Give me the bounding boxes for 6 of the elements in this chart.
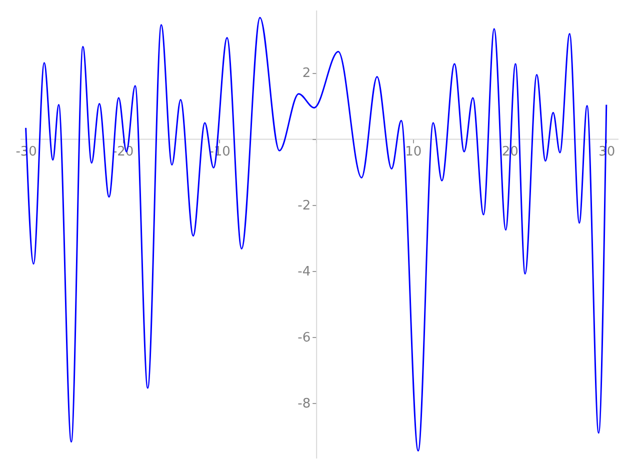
x-tick-label: 10 [405, 144, 422, 160]
y-tick-label: 2 [302, 66, 311, 82]
y-tick-label: -8 [298, 396, 311, 412]
y-tick-label: -4 [298, 264, 311, 280]
y-tick-label: -2 [298, 198, 311, 214]
y-tick-label: -6 [298, 330, 311, 346]
